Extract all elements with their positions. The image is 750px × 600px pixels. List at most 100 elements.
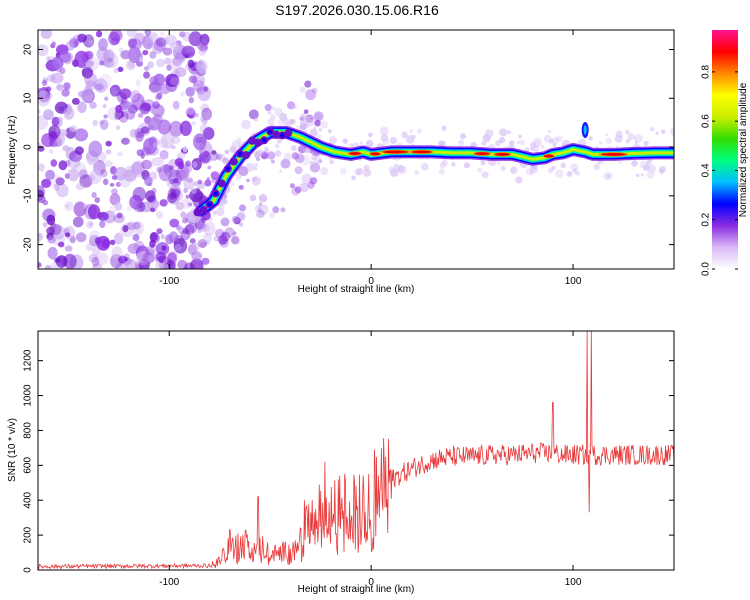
noise-blob <box>95 83 104 91</box>
noise-blob <box>159 149 169 160</box>
noise-blob <box>166 64 172 71</box>
noise-blob <box>186 177 193 183</box>
halo-blob <box>439 140 446 147</box>
noise-blob <box>197 239 208 248</box>
onset-blob <box>305 89 317 101</box>
onset-blob <box>272 206 280 214</box>
noise-blob <box>51 116 60 127</box>
halo-blob <box>508 140 515 146</box>
spec-ytick-label: -20 <box>23 237 34 252</box>
halo-blob <box>439 162 446 169</box>
onset-blob <box>210 171 220 180</box>
noise-blob <box>132 220 144 235</box>
noise-blob <box>119 88 132 99</box>
noise-blob <box>159 199 168 207</box>
noise-blob <box>104 96 109 101</box>
halo-blob <box>254 117 258 122</box>
spec-xtick-label: 0 <box>368 276 374 287</box>
snr-ytick-label: 800 <box>23 422 34 439</box>
noise-blob <box>42 77 49 84</box>
noise-blob <box>136 251 150 266</box>
noise-blob <box>67 157 81 169</box>
noise-blob <box>86 220 94 229</box>
noise-blob <box>51 41 57 47</box>
onset-blob <box>182 266 189 269</box>
onset-blob <box>304 80 312 88</box>
onset-dot-core <box>213 191 218 196</box>
halo-blob <box>267 110 272 116</box>
noise-blob <box>47 246 58 260</box>
noise-blob <box>201 118 208 125</box>
halo-blob <box>282 118 290 126</box>
noise-blob <box>42 222 48 228</box>
noise-blob <box>152 40 164 55</box>
noise-blob <box>180 91 185 97</box>
noise-blob <box>157 138 169 149</box>
halo-blob <box>646 170 655 179</box>
ridge-hotspot-core <box>494 152 510 156</box>
noise-blob <box>38 90 51 107</box>
onset-dot <box>229 157 238 166</box>
noise-blob <box>110 253 123 269</box>
halo-blob <box>607 172 613 179</box>
noise-blob <box>77 33 87 43</box>
noise-blob <box>166 180 171 187</box>
noise-blob <box>191 242 200 253</box>
noise-blob <box>202 224 211 232</box>
halo-blob <box>309 128 318 137</box>
onset-dot-core <box>262 138 267 143</box>
halo-blob <box>380 134 389 142</box>
noise-blob <box>47 236 56 244</box>
noise-blob <box>74 146 84 155</box>
noise-blob <box>191 251 203 261</box>
halo-blob <box>318 128 322 132</box>
halo-blob <box>647 164 657 173</box>
onset-blob <box>232 231 237 236</box>
noise-blob <box>178 31 186 38</box>
noise-blob <box>74 128 89 142</box>
noise-blob <box>129 89 141 103</box>
noise-blob <box>196 86 206 95</box>
onset-blob <box>207 165 212 170</box>
snr-ytick-label: 1000 <box>23 384 34 407</box>
noise-blob <box>111 188 118 195</box>
noise-blob <box>58 160 68 171</box>
halo-blob <box>635 173 640 178</box>
halo-blob <box>500 165 506 171</box>
onset-blob <box>294 166 303 175</box>
halo-blob <box>529 141 537 149</box>
colorbar-tick-label: 0.4 <box>701 163 712 177</box>
noise-blob <box>180 211 187 219</box>
halo-blob <box>533 138 542 147</box>
halo-blob <box>236 137 242 143</box>
snr-ytick-label: 1200 <box>23 349 34 372</box>
noise-blob <box>63 82 71 90</box>
noise-blob <box>72 216 84 228</box>
onset-blob <box>217 153 226 162</box>
halo-blob <box>547 129 552 134</box>
noise-blob <box>63 107 75 120</box>
colorbar-tick-label: 0.0 <box>701 262 712 276</box>
halo-blob <box>627 133 635 141</box>
onset-dot <box>193 208 202 217</box>
colorbar-tick-label: 0.6 <box>701 114 712 128</box>
noise-blob <box>141 102 152 112</box>
spectrogram-x-ticks: -100 0 100 <box>159 30 582 287</box>
halo-blob <box>319 120 329 129</box>
noise-blob <box>143 137 158 155</box>
noise-blob <box>38 232 43 242</box>
spec-ytick-label: 0 <box>23 144 34 150</box>
halo-blob <box>532 145 540 153</box>
noise-blob <box>116 125 121 130</box>
halo-blob <box>669 127 674 136</box>
noise-blob <box>123 253 130 261</box>
halo-blob <box>603 172 612 180</box>
noise-blob <box>160 132 174 149</box>
noise-blob <box>93 78 108 93</box>
onset-blob <box>289 183 295 189</box>
onset-blob <box>307 181 315 189</box>
noise-blob <box>170 145 176 150</box>
noise-blob <box>88 253 99 263</box>
halo-blob <box>643 140 649 146</box>
onset-dot-core <box>268 129 273 134</box>
